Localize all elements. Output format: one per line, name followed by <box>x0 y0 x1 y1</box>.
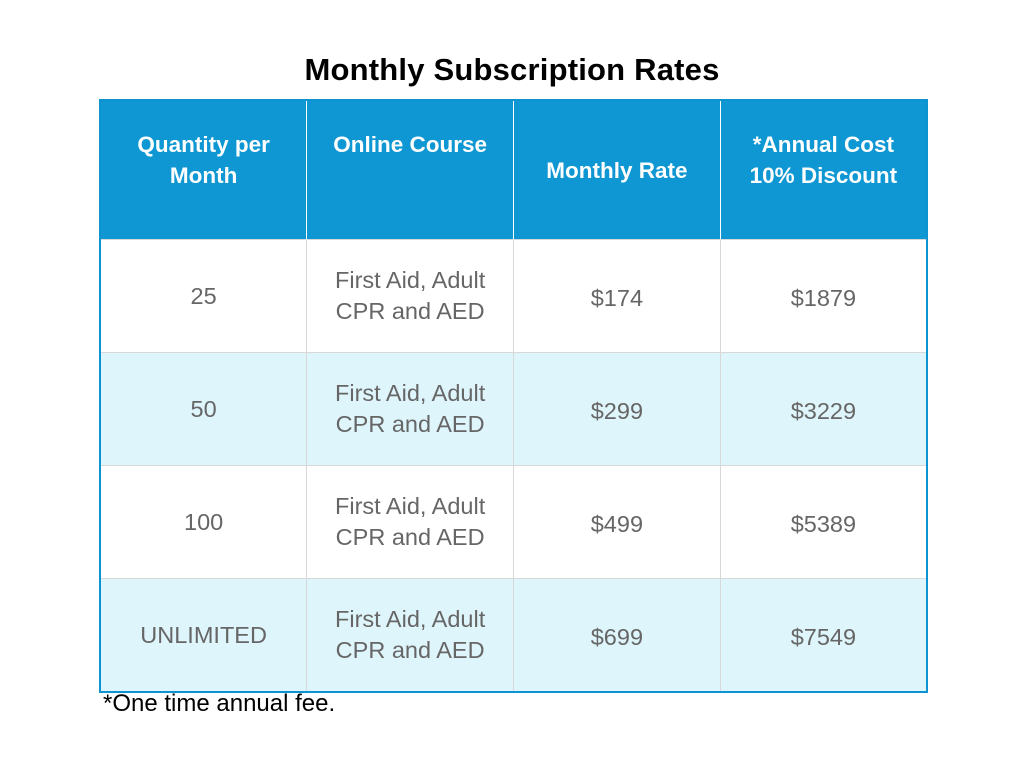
table-row: 25 First Aid, Adult CPR and AED $174 $18… <box>100 239 927 353</box>
course-line-1: First Aid, Adult <box>335 380 486 406</box>
course-line-2: CPR and AED <box>335 637 485 663</box>
header-quantity: Quantity per Month <box>100 100 308 240</box>
page-title: Monthly Subscription Rates <box>304 52 720 87</box>
annual-cost-cell: $5389 <box>719 465 927 579</box>
table-row: 100 First Aid, Adult CPR and AED $499 $5… <box>100 465 927 579</box>
course-line-1: First Aid, Adult <box>335 493 486 519</box>
footnote: *One time annual fee. <box>103 690 336 717</box>
course-cell: First Aid, Adult CPR and AED <box>306 352 514 466</box>
course-cell: First Aid, Adult CPR and AED <box>306 465 514 579</box>
quantity-cell: 100 <box>100 465 308 579</box>
course-line-1: First Aid, Adult <box>335 606 486 632</box>
course-line-2: CPR and AED <box>335 411 485 437</box>
quantity-cell: 50 <box>100 352 308 466</box>
course-line-2: CPR and AED <box>335 524 485 550</box>
monthly-rate-cell: $299 <box>513 352 721 466</box>
header-row: Quantity per Month Online Course Monthly… <box>100 100 927 240</box>
annual-cost-cell: $1879 <box>719 239 927 353</box>
monthly-rate-cell: $174 <box>513 239 721 353</box>
course-cell: First Aid, Adult CPR and AED <box>306 578 514 692</box>
table-row: 50 First Aid, Adult CPR and AED $299 $32… <box>100 352 927 466</box>
table-header: Quantity per Month Online Course Monthly… <box>100 100 927 240</box>
table-row: UNLIMITED First Aid, Adult CPR and AED $… <box>100 578 927 692</box>
course-cell: First Aid, Adult CPR and AED <box>306 239 514 353</box>
quantity-cell: 25 <box>100 239 308 353</box>
header-monthly-rate: Monthly Rate <box>513 100 721 240</box>
quantity-cell: UNLIMITED <box>100 578 308 692</box>
annual-cost-cell: $3229 <box>719 352 927 466</box>
header-online-course: Online Course <box>306 100 514 240</box>
monthly-rate-cell: $499 <box>513 465 721 579</box>
course-line-1: First Aid, Adult <box>335 267 486 293</box>
course-line-2: CPR and AED <box>335 298 485 324</box>
subscription-rates-table: Quantity per Month Online Course Monthly… <box>99 99 928 693</box>
annual-cost-cell: $7549 <box>719 578 927 692</box>
table-body: 25 First Aid, Adult CPR and AED $174 $18… <box>100 239 927 692</box>
monthly-rate-cell: $699 <box>513 578 721 692</box>
header-annual-cost: *Annual Cost 10% Discount <box>719 100 927 240</box>
